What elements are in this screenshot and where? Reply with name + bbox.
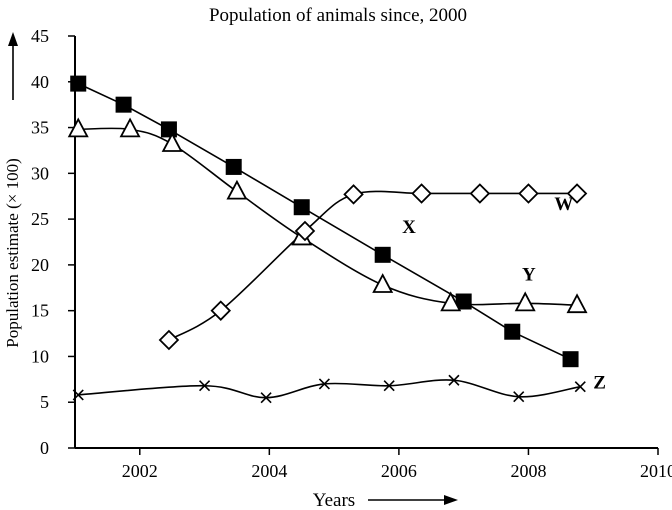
point-x <box>160 121 177 138</box>
point-x <box>225 158 242 175</box>
point-y <box>119 117 141 138</box>
y-label-arrow-head <box>8 32 18 46</box>
chart-title: Population of animals since, 2000 <box>209 5 467 26</box>
point-w <box>469 183 491 204</box>
y-tick-label: 20 <box>31 255 49 275</box>
series-line-y <box>78 127 578 306</box>
point-y <box>226 179 248 200</box>
point-z <box>72 389 84 401</box>
axes <box>74 36 658 449</box>
point-w <box>294 220 316 242</box>
x-axis-label: Years <box>313 490 355 510</box>
y-tick-label: 10 <box>31 346 49 366</box>
x-label-arrow-head <box>444 495 458 505</box>
point-w <box>210 300 232 321</box>
point-z <box>448 374 460 386</box>
point-y <box>67 117 89 138</box>
point-y <box>514 291 536 312</box>
point-z <box>513 391 525 403</box>
y-tick-label: 0 <box>40 438 49 458</box>
point-z <box>260 392 272 404</box>
point-w <box>411 183 432 204</box>
point-z <box>318 378 330 390</box>
y-tick-label: 45 <box>31 26 49 46</box>
x-tick-label: 2010 <box>640 461 672 481</box>
y-axis-label: Population estimate (× 100) <box>3 158 22 347</box>
point-y <box>161 132 183 152</box>
y-tick-label: 30 <box>31 163 49 183</box>
y-tick-label: 5 <box>40 392 49 412</box>
y-tick-label: 40 <box>31 72 49 92</box>
x-tick-label: 2006 <box>381 461 417 481</box>
point-y <box>440 291 462 312</box>
point-x <box>374 246 391 263</box>
point-y <box>372 273 394 293</box>
y-tick-label: 25 <box>31 209 49 229</box>
point-w <box>518 183 539 204</box>
series-label-z: Z <box>593 372 606 393</box>
series-labels: X Y W Z <box>402 194 606 394</box>
axis-arrows <box>8 32 458 505</box>
point-z <box>198 380 211 392</box>
point-z <box>383 380 395 392</box>
x-tick-label: 2008 <box>510 461 546 481</box>
series-label-x: X <box>402 217 416 238</box>
point-x <box>293 199 310 216</box>
series-markers <box>67 75 588 404</box>
y-tick-label: 15 <box>31 301 49 321</box>
series-lines <box>77 82 581 399</box>
series-line-w <box>168 190 578 341</box>
point-x <box>562 351 579 368</box>
point-w <box>158 329 180 351</box>
point-w <box>566 183 588 204</box>
series-line-x <box>77 82 571 360</box>
point-w <box>343 184 364 205</box>
x-tick-label: 2004 <box>251 461 287 481</box>
series-label-w: W <box>554 194 573 215</box>
point-x <box>455 293 472 310</box>
y-tick-label: 35 <box>31 118 49 138</box>
point-z <box>574 381 586 393</box>
point-y <box>566 293 588 314</box>
point-x <box>70 75 87 92</box>
point-x <box>504 323 521 340</box>
point-x <box>115 96 132 113</box>
series-label-y: Y <box>522 264 536 285</box>
ticks: 0 5 10 15 20 25 30 35 40 45 2002 2004 2006 2008 2010 <box>31 26 672 481</box>
x-tick-label: 2002 <box>122 461 158 481</box>
